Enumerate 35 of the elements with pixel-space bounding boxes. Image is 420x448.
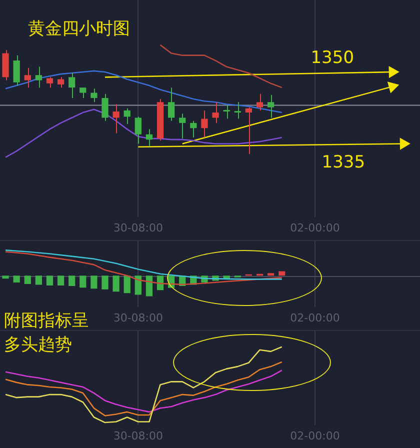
x-tick-label: 30-08:00 [113, 221, 163, 234]
candlestick [90, 88, 98, 103]
x-tick-label: 02-00:00 [290, 311, 340, 324]
x-tick-label: 02-00:00 [290, 429, 340, 442]
x-tick-label: 30-08:00 [113, 429, 163, 442]
candlestick [24, 67, 31, 88]
candlestick [168, 87, 175, 122]
candlestick [57, 76, 64, 88]
candlestick [245, 106, 252, 155]
annotation: 多头趋势 [4, 334, 72, 356]
candlestick [124, 108, 130, 124]
candlestick [80, 87, 86, 98]
candlestick [46, 76, 54, 88]
candlestick [134, 116, 142, 144]
x-tick-label: 30-08:00 [113, 311, 163, 324]
candlestick [112, 104, 120, 134]
series-label: 1335 [322, 152, 366, 173]
candlestick [2, 50, 9, 81]
candlestick [234, 102, 241, 120]
text: 附图指标呈 [4, 310, 89, 332]
candlestick [190, 120, 197, 138]
series-label: 1350 [310, 48, 354, 68]
candlestick [256, 93, 264, 111]
chart-title: 黄金四小时图 [28, 18, 130, 40]
candlestick [267, 94, 274, 118]
candlestick [212, 102, 219, 124]
candlestick [201, 110, 208, 138]
candlestick [102, 93, 108, 122]
candlestick [146, 128, 153, 146]
x-tick-label: 02-00:00 [290, 221, 340, 234]
candlestick [223, 104, 230, 120]
candlestick [13, 54, 20, 86]
candlestick [35, 66, 42, 88]
candlestick [68, 72, 76, 98]
candlestick [179, 113, 186, 140]
